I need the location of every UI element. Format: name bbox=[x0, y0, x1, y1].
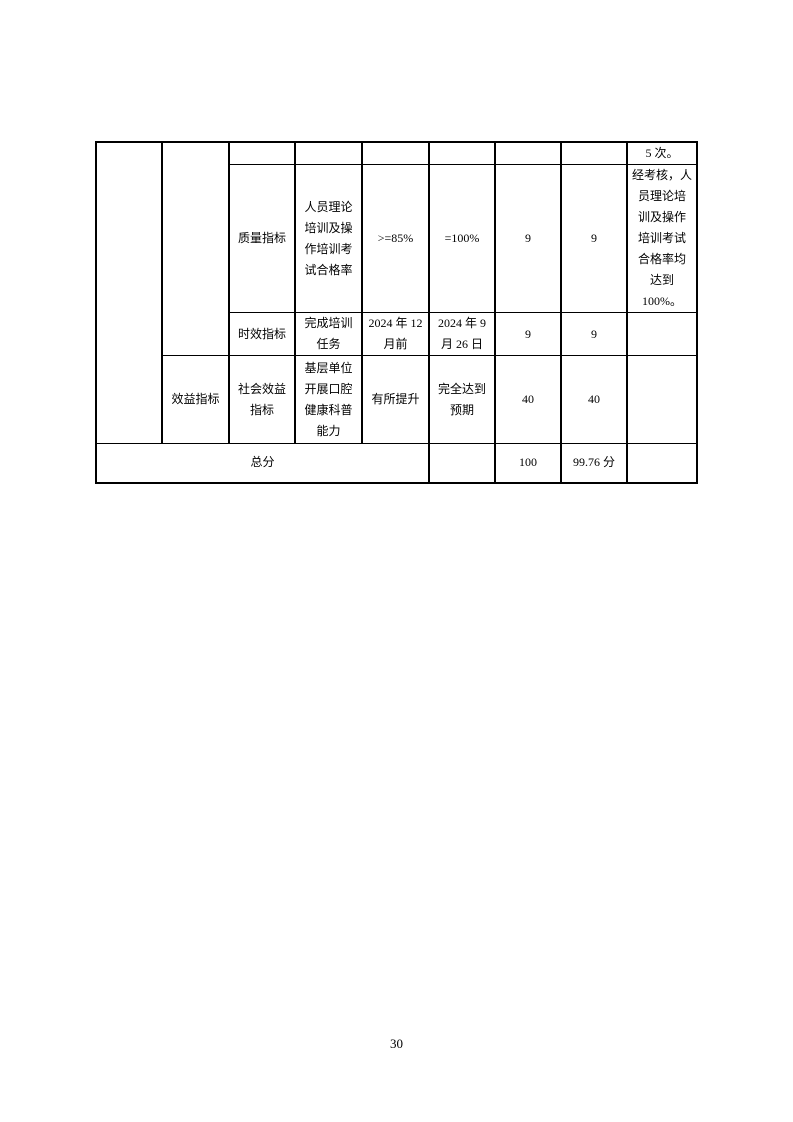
cell-total-score: 99.76 分 bbox=[560, 443, 628, 483]
cell-quality-category: 质量指标 bbox=[228, 164, 296, 313]
cell-quality-note: 经考核，人 员理论培 训及操作 培训考试 合格率均 达到 100%。 bbox=[626, 164, 698, 313]
cell-continued-note: 5 次。 bbox=[626, 141, 698, 165]
cell-timeliness-indicator: 完成培训 任务 bbox=[294, 312, 363, 356]
cell-quality-actual: =100% bbox=[428, 164, 496, 313]
empty-cell bbox=[228, 141, 296, 165]
cell-timeliness-target: 2024 年 12 月前 bbox=[361, 312, 430, 356]
empty-cell bbox=[428, 141, 496, 165]
cell-benefit-actual: 完全达到 预期 bbox=[428, 355, 496, 444]
cell-benefit-target: 有所提升 bbox=[361, 355, 430, 444]
empty-cell bbox=[494, 141, 562, 165]
cell-quality-indicator: 人员理论 培训及操 作培训考 试合格率 bbox=[294, 164, 363, 313]
table-row-benefit: 效益指标 社会效益 指标 基层单位 开展口腔 健康科普 能力 有所提升 完全达到… bbox=[96, 355, 698, 444]
cell-benefit-score: 40 bbox=[560, 355, 628, 444]
cell-benefit-group: 效益指标 bbox=[161, 355, 230, 444]
cell-quality-score: 9 bbox=[560, 164, 628, 313]
cell-timeliness-category: 时效指标 bbox=[228, 312, 296, 356]
empty-cell bbox=[294, 141, 363, 165]
cell-total-note bbox=[626, 443, 698, 483]
table-row-quality: 质量指标 人员理论 培训及操 作培训考 试合格率 >=85% =100% 9 9… bbox=[96, 164, 698, 313]
empty-cell-left-group bbox=[95, 141, 163, 444]
table-row-total: 总分 100 99.76 分 bbox=[95, 443, 698, 483]
page-number: 30 bbox=[390, 1036, 403, 1051]
table-row-timeliness: 时效指标 完成培训 任务 2024 年 12 月前 2024 年 9 月 26 … bbox=[96, 312, 698, 356]
cell-timeliness-score: 9 bbox=[560, 312, 628, 356]
cell-total-weight: 100 bbox=[494, 443, 562, 483]
table-row-continued: 5 次。 bbox=[95, 141, 698, 444]
cell-total-empty bbox=[428, 443, 496, 483]
cell-quality-target: >=85% bbox=[361, 164, 430, 313]
cell-quality-weight: 9 bbox=[494, 164, 562, 313]
cell-timeliness-actual: 2024 年 9 月 26 日 bbox=[428, 312, 496, 356]
cell-timeliness-note bbox=[626, 312, 698, 356]
cell-benefit-indicator: 基层单位 开展口腔 健康科普 能力 bbox=[294, 355, 363, 444]
cell-benefit-category: 社会效益 指标 bbox=[228, 355, 296, 444]
cell-benefit-weight: 40 bbox=[494, 355, 562, 444]
performance-score-table: 5 次。 质量指标 人员理论 培训及操 作培训考 试合格率 >=85% =100… bbox=[95, 141, 698, 484]
cell-timeliness-weight: 9 bbox=[494, 312, 562, 356]
cell-benefit-note bbox=[626, 355, 698, 444]
empty-cell bbox=[560, 141, 628, 165]
empty-cell bbox=[361, 141, 430, 165]
cell-total-label: 总分 bbox=[95, 443, 430, 483]
empty-cell-group-2 bbox=[161, 141, 230, 356]
